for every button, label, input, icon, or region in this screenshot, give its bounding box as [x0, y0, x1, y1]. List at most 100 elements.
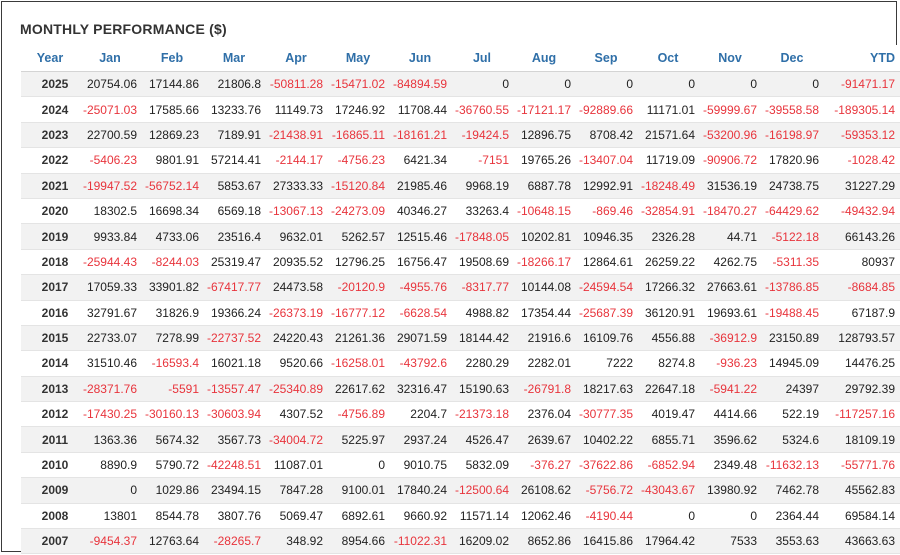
month-value-cell: -25340.89	[265, 376, 327, 403]
year-cell: 2011	[21, 426, 79, 453]
month-value-cell: -26791.8	[513, 376, 575, 403]
month-value-cell: 2349.48	[699, 452, 761, 479]
month-value-cell: 0	[699, 71, 761, 98]
month-value-cell: 31536.19	[699, 173, 761, 199]
month-value-cell: 29071.59	[389, 325, 451, 352]
month-value-cell: 0	[761, 71, 823, 98]
month-value-cell: 0	[513, 71, 575, 98]
table-row: 2017 17059.33 33901.82 -67417.77 24473.58 -20…	[21, 274, 900, 301]
table-row: 2011 1363.36 5674.32 3567.73 -34004.72 5225.9…	[21, 426, 900, 453]
month-value-cell: 4988.82	[451, 300, 513, 326]
month-value-cell: 24397	[761, 376, 823, 403]
table-row: 2012 -17430.25 -30160.13 -30603.94 4307.52 -4…	[21, 401, 900, 428]
month-value-cell: 11149.73	[265, 96, 327, 123]
month-value-cell: 10144.08	[513, 274, 575, 301]
month-value-cell: 5225.97	[327, 426, 389, 453]
month-value-cell: 6892.61	[327, 503, 389, 530]
ytd-cell: 80937	[823, 249, 900, 276]
panel-title: MONTHLY PERFORMANCE ($)	[20, 21, 227, 37]
month-value-cell: 3567.73	[203, 426, 265, 453]
month-value-cell: 5069.47	[265, 503, 327, 530]
month-value-cell: -7151	[451, 147, 513, 174]
month-value-cell: -18248.49	[637, 173, 699, 199]
month-value-cell: -8244.03	[141, 249, 203, 276]
month-value-cell: 16109.76	[575, 325, 637, 352]
year-cell: 2010	[21, 452, 79, 479]
month-value-cell: 5853.67	[203, 173, 265, 199]
year-cell: 2017	[21, 274, 79, 301]
year-cell: 2016	[21, 300, 79, 326]
month-value-cell: 7462.78	[761, 477, 823, 504]
month-value-cell: 12515.46	[389, 223, 451, 250]
year-cell: 2012	[21, 401, 79, 428]
month-value-cell: 24473.58	[265, 274, 327, 301]
month-value-cell: -13786.85	[761, 274, 823, 301]
month-value-cell: 9632.01	[265, 223, 327, 250]
year-cell: 2015	[21, 325, 79, 352]
month-value-cell: -8317.77	[451, 274, 513, 301]
ytd-cell: -189305.14	[823, 96, 900, 123]
month-value-cell: 0	[575, 71, 637, 98]
month-value-cell: -16258.01	[327, 350, 389, 377]
month-value-cell: 6887.78	[513, 173, 575, 199]
month-value-cell: -11632.13	[761, 452, 823, 479]
month-value-cell: 9801.91	[141, 147, 203, 174]
month-value-cell: 0	[451, 71, 513, 98]
month-value-cell: 10946.35	[575, 223, 637, 250]
year-cell: 2019	[21, 223, 79, 250]
month-value-cell: 13801	[79, 503, 141, 530]
month-value-cell: 10402.22	[575, 426, 637, 453]
month-value-cell: -16198.97	[761, 122, 823, 149]
month-value-cell: 8890.9	[79, 452, 141, 479]
month-value-cell: 2204.7	[389, 401, 451, 428]
ytd-cell: 66143.26	[823, 223, 900, 250]
month-value-cell: -43043.67	[637, 477, 699, 504]
table-row: 2013 -28371.76 -5591 -13557.47 -25340.89 2261…	[21, 376, 900, 403]
month-value-cell: -21373.18	[451, 401, 513, 428]
month-value-cell: 31510.46	[79, 350, 141, 377]
month-value-cell: -39558.58	[761, 96, 823, 123]
month-value-cell: 2376.04	[513, 401, 575, 428]
month-value-cell: -25944.43	[79, 249, 141, 276]
month-value-cell: -5311.35	[761, 249, 823, 276]
month-value-cell: 14945.09	[761, 350, 823, 377]
month-value-cell: -10648.15	[513, 198, 575, 225]
month-value-cell: 9933.84	[79, 223, 141, 250]
month-value-cell: 9010.75	[389, 452, 451, 479]
month-value-cell: 16698.34	[141, 198, 203, 225]
month-value-cell: -50811.28	[265, 71, 327, 98]
month-value-cell: -6628.54	[389, 300, 451, 326]
column-header-aug: Aug	[513, 45, 575, 72]
month-value-cell: 23516.4	[203, 223, 265, 250]
month-value-cell: -21438.91	[265, 122, 327, 149]
month-value-cell: -36912.9	[699, 325, 761, 352]
month-value-cell: -13557.47	[203, 376, 265, 403]
month-value-cell: -5591	[141, 376, 203, 403]
month-value-cell: 10202.81	[513, 223, 575, 250]
month-value-cell: 3596.62	[699, 426, 761, 453]
month-value-cell: -17848.05	[451, 223, 513, 250]
month-value-cell: 15190.63	[451, 376, 513, 403]
ytd-cell: -91471.17	[823, 71, 900, 98]
month-value-cell: 11171.01	[637, 96, 699, 123]
month-value-cell: 11571.14	[451, 503, 513, 530]
month-value-cell: -59999.67	[699, 96, 761, 123]
month-value-cell: 12062.46	[513, 503, 575, 530]
month-value-cell: 1029.86	[141, 477, 203, 504]
month-value-cell: 22700.59	[79, 122, 141, 149]
year-cell: 2018	[21, 249, 79, 276]
month-value-cell: 8274.8	[637, 350, 699, 377]
month-value-cell: 8954.66	[327, 528, 389, 555]
month-value-cell: -19424.5	[451, 122, 513, 149]
table-row: 2010 8890.9 5790.72 -42248.51 11087.01 0 9010.…	[21, 452, 900, 479]
month-value-cell: -16865.11	[327, 122, 389, 149]
month-value-cell: -18470.27	[699, 198, 761, 225]
column-header-jan: Jan	[79, 45, 141, 72]
month-value-cell: -5122.18	[761, 223, 823, 250]
month-value-cell: 17964.42	[637, 528, 699, 555]
month-value-cell: 26259.22	[637, 249, 699, 276]
month-value-cell: -2144.17	[265, 147, 327, 174]
month-value-cell: 31826.9	[141, 300, 203, 326]
month-value-cell: -13407.04	[575, 147, 637, 174]
month-value-cell: 11719.09	[637, 147, 699, 174]
